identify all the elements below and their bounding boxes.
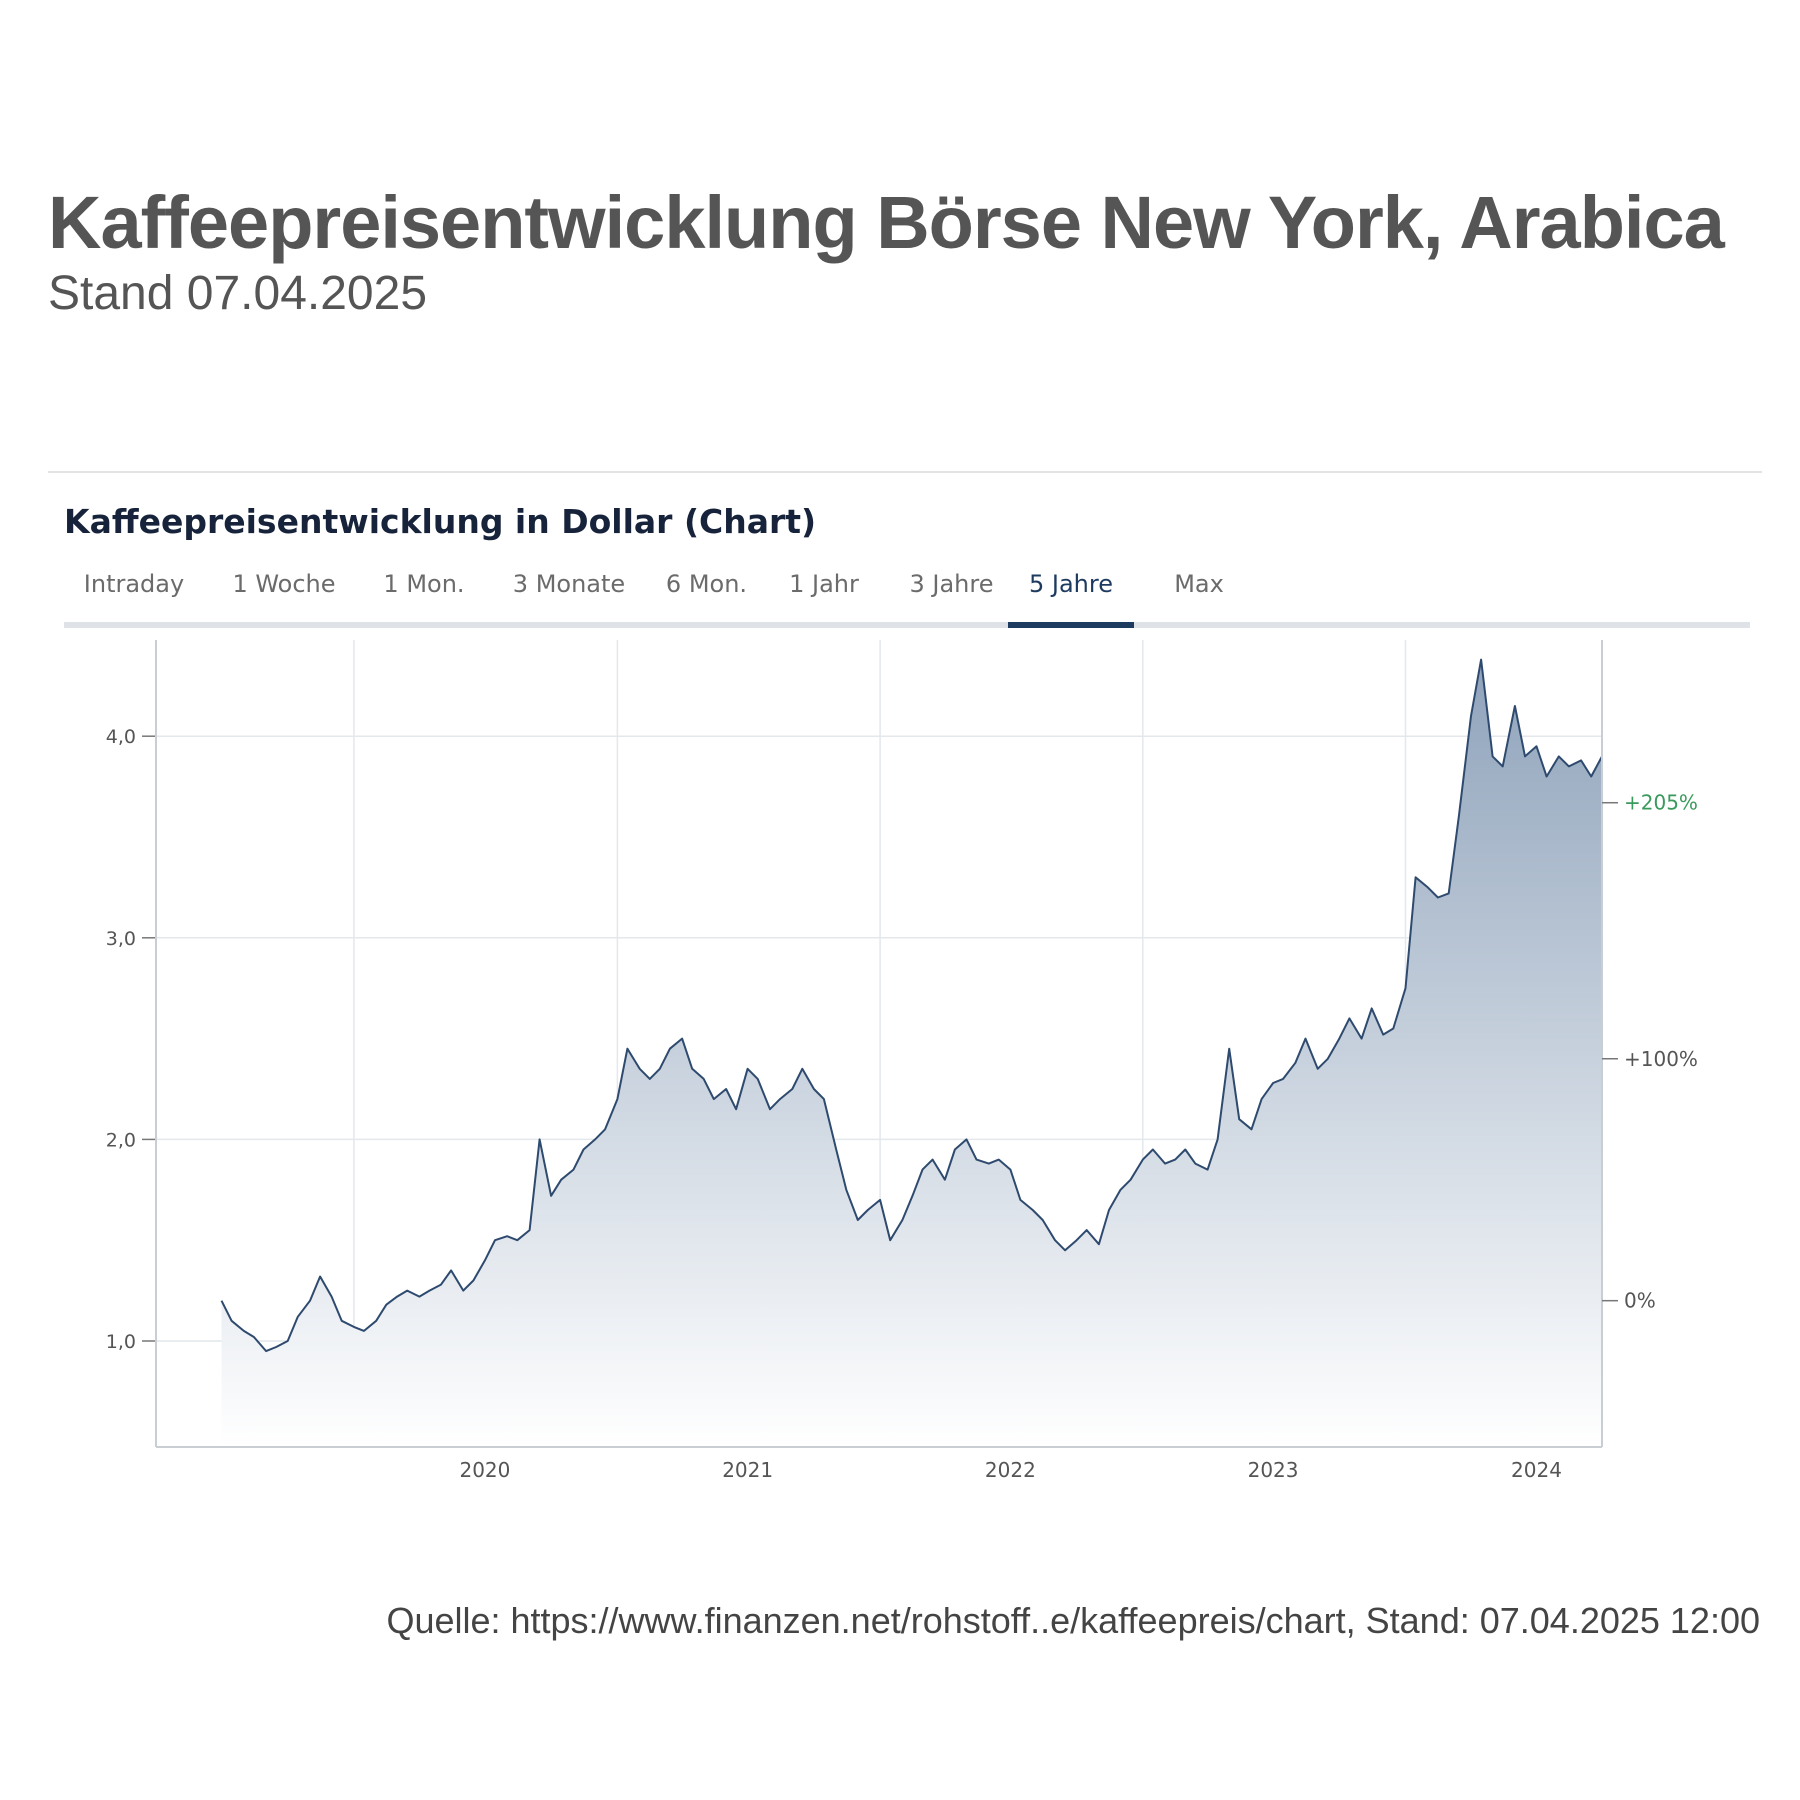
x-tick-label: 2021 — [722, 1458, 773, 1482]
y-tick-label: 3,0 — [106, 928, 136, 950]
area-fill-layer — [220, 658, 1603, 1447]
chart-heading: Kaffeepreisentwicklung in Dollar (Chart) — [64, 502, 817, 541]
percent-label: +205% — [1624, 791, 1698, 815]
price-line — [220, 658, 1603, 1353]
axes — [142, 640, 1618, 1448]
tab-1-mon[interactable]: 1 Mon. — [383, 570, 465, 598]
tab-1-jahr[interactable]: 1 Jahr — [789, 570, 859, 598]
percent-label: +100% — [1624, 1047, 1698, 1071]
x-tick-label: 2024 — [1511, 1458, 1562, 1482]
tab-3-jahre[interactable]: 3 Jahre — [909, 570, 994, 598]
tick-labels: 1,0 2,0 3,0 4,0 2020 2021 2022 2023 2024 +205% +10… — [106, 726, 1698, 1482]
source-note: Quelle: https://www.finanzen.net/rohstof… — [386, 1600, 1760, 1641]
x-tick-label: 2023 — [1248, 1458, 1299, 1482]
y-tick-label: 2,0 — [106, 1129, 136, 1151]
page-subtitle: Stand 07.04.2025 — [48, 267, 428, 320]
range-tabs: Intraday 1 Woche 1 Mon. 3 Monate 6 Mon. … — [64, 565, 1750, 628]
page-title: Kaffeepreisentwicklung Börse New York, A… — [48, 181, 1725, 264]
tab-intraday[interactable]: Intraday — [83, 570, 185, 598]
tabbar-underline — [64, 622, 1750, 628]
percent-label: 0% — [1624, 1289, 1656, 1313]
tab-3-monate[interactable]: 3 Monate — [512, 570, 626, 598]
price-area — [221, 659, 1602, 1447]
tab-5-jahre[interactable]: 5 Jahre — [1008, 565, 1134, 628]
x-tick-label: 2020 — [459, 1458, 510, 1482]
tab-6-mon[interactable]: 6 Mon. — [665, 570, 748, 598]
y-tick-label: 4,0 — [106, 726, 136, 748]
tab-max[interactable]: Max — [1174, 570, 1224, 598]
x-tick-label: 2022 — [985, 1458, 1036, 1482]
tab-1-woche[interactable]: 1 Woche — [232, 570, 336, 598]
y-tick-label: 1,0 — [106, 1331, 136, 1353]
divider — [48, 471, 1762, 473]
